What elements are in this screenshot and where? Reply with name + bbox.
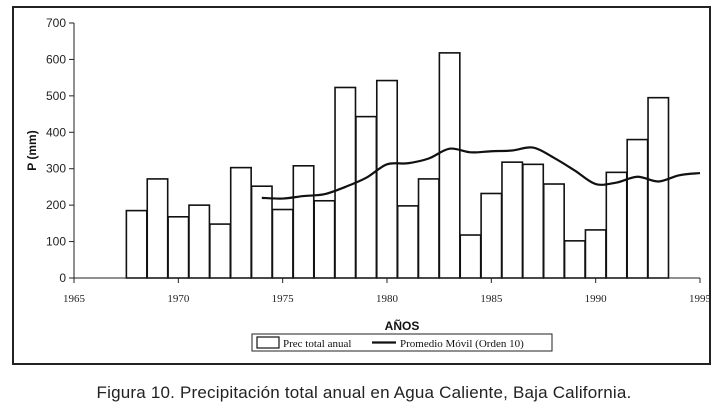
bar bbox=[438, 52, 461, 279]
legend-bar-swatch bbox=[256, 336, 280, 349]
bar bbox=[355, 115, 378, 279]
legend-line-label: Promedio Móvil (Orden 10) bbox=[400, 338, 524, 350]
bar bbox=[459, 234, 482, 279]
y-tick-label: 300 bbox=[46, 162, 66, 176]
bar bbox=[188, 204, 211, 279]
y-tick-label: 500 bbox=[46, 89, 66, 103]
bar bbox=[584, 229, 607, 279]
bar bbox=[542, 183, 565, 279]
legend: Prec total anual Promedio Móvil (Orden 1… bbox=[251, 333, 553, 352]
bar-series bbox=[125, 52, 670, 279]
bar bbox=[334, 86, 357, 279]
bar bbox=[209, 223, 232, 279]
bar bbox=[313, 199, 336, 279]
y-tick-label: 400 bbox=[46, 125, 66, 139]
x-tick-label: 1995 bbox=[689, 293, 709, 305]
y-tick-label: 700 bbox=[46, 16, 66, 30]
x-tick-label: 1975 bbox=[272, 293, 295, 305]
bar bbox=[480, 192, 503, 279]
bar bbox=[605, 171, 628, 279]
legend-box bbox=[251, 333, 553, 352]
x-tick-label: 1970 bbox=[167, 293, 190, 305]
y-tick-label: 100 bbox=[46, 235, 66, 249]
x-axis-ticks: 1965 1970 1975 1980 1985 1990 1995 bbox=[63, 278, 709, 305]
bar bbox=[417, 178, 440, 279]
figure-caption: Figura 10. Precipitación total anual en … bbox=[96, 383, 632, 402]
bar bbox=[271, 208, 294, 279]
bar bbox=[292, 165, 315, 279]
bar bbox=[250, 185, 273, 279]
bar bbox=[501, 161, 524, 279]
bar bbox=[229, 166, 252, 279]
bar bbox=[522, 163, 545, 279]
x-tick-label: 1980 bbox=[376, 293, 399, 305]
moving-average-line bbox=[261, 146, 701, 200]
bar bbox=[396, 205, 419, 279]
bar bbox=[125, 209, 148, 279]
bar bbox=[563, 240, 586, 279]
y-axis-label: P (mm) bbox=[25, 130, 39, 170]
y-tick-label: 0 bbox=[59, 271, 66, 285]
legend-bar-label: Prec total anual bbox=[283, 338, 351, 350]
x-tick-label: 1965 bbox=[63, 293, 86, 305]
bar bbox=[647, 96, 670, 279]
chart-frame: 0 100 200 300 400 500 600 700 1965 1970 1975 1980 1… bbox=[12, 6, 711, 365]
y-tick-label: 200 bbox=[46, 198, 66, 212]
x-axis-label: AÑOS bbox=[385, 318, 420, 333]
x-tick-label: 1990 bbox=[585, 293, 608, 305]
y-axis-ticks: 0 100 200 300 400 500 600 700 bbox=[46, 16, 74, 285]
bar bbox=[375, 79, 399, 279]
x-tick-label: 1985 bbox=[480, 293, 503, 305]
bar bbox=[146, 178, 169, 279]
y-tick-label: 600 bbox=[46, 52, 66, 66]
bar bbox=[167, 216, 190, 279]
bar bbox=[626, 138, 649, 279]
